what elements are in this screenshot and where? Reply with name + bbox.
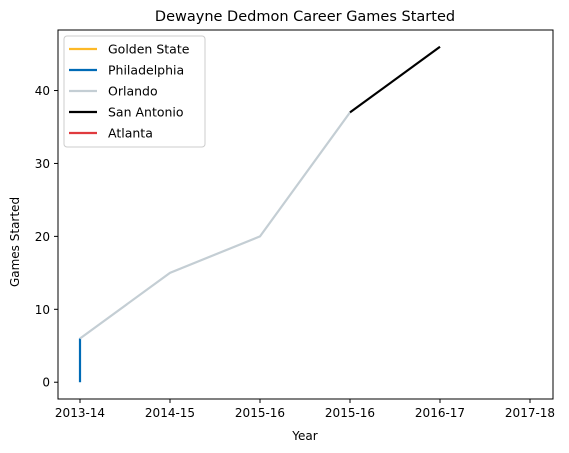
legend: Golden State Philadelphia Orlando San Anton… bbox=[63, 35, 206, 148]
y-tick-label: 30 bbox=[35, 157, 50, 171]
x-tick-label: 2015-16 bbox=[325, 406, 375, 420]
legend-label: Golden State bbox=[108, 42, 190, 57]
y-tick-label: 0 bbox=[42, 376, 50, 390]
x-tick-label: 2016-17 bbox=[415, 406, 465, 420]
y-tick-label: 10 bbox=[35, 303, 50, 317]
x-axis-ticks: 2013-14 2014-15 2015-16 2015-16 2016-17 2017-… bbox=[55, 399, 555, 420]
series-line-orlando bbox=[79, 111, 351, 340]
y-tick-label: 20 bbox=[35, 230, 50, 244]
legend-label: Orlando bbox=[108, 84, 158, 99]
y-axis-ticks: 0 10 20 30 40 bbox=[35, 84, 58, 390]
legend-label: San Antonio bbox=[108, 105, 184, 120]
plot-frame bbox=[57, 29, 554, 400]
x-tick-label: 2017-18 bbox=[505, 406, 555, 420]
x-tick-label: 2013-14 bbox=[55, 406, 105, 420]
x-tick-label: 2015-16 bbox=[235, 406, 285, 420]
y-axis-label: Games Started bbox=[8, 197, 22, 287]
legend-label: Atlanta bbox=[108, 126, 153, 141]
legend-box bbox=[63, 35, 206, 148]
x-tick-label: 2014-15 bbox=[145, 406, 195, 420]
chart-title: Dewayne Dedmon Career Games Started bbox=[155, 9, 455, 25]
y-tick-label: 40 bbox=[35, 84, 50, 98]
series-line-san-antonio bbox=[349, 45, 441, 114]
legend-label: Philadelphia bbox=[108, 63, 184, 78]
x-axis-label: Year bbox=[291, 429, 317, 443]
plot-lines bbox=[78, 45, 441, 383]
